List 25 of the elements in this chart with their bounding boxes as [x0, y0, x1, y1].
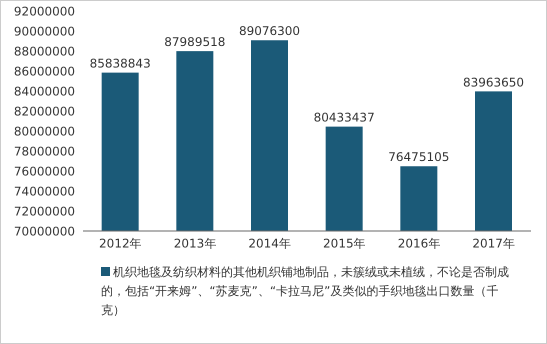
y-tick-label: 74000000 [14, 184, 75, 198]
legend-label: 机织地毯及纺织材料的其他机织铺地制品，未簇绒或未植绒，不论是否制成的，包括“开来姆”、“苏麦克”、“卡拉马尼”及类似的手织地毯出口数量（千克） [101, 264, 510, 319]
x-tick-label: 2014年 [248, 236, 291, 251]
y-tick-label: 90000000 [14, 24, 75, 38]
y-tick-label: 78000000 [14, 144, 75, 158]
y-tick-label: 76000000 [14, 164, 75, 178]
x-tick-label: 2012年 [99, 236, 142, 251]
data-label: 85838843 [90, 56, 151, 71]
data-label: 80433437 [314, 110, 375, 125]
y-tick-label: 86000000 [14, 64, 75, 78]
x-tick-label: 2016年 [398, 236, 440, 251]
y-tick-label: 92000000 [14, 4, 75, 18]
y-tick-label: 82000000 [14, 104, 75, 118]
y-tick-label: 88000000 [14, 44, 75, 58]
data-label: 83963650 [462, 75, 524, 90]
data-label: 89076300 [238, 24, 300, 38]
data-label: 87989518 [164, 35, 226, 50]
y-tick-label: 84000000 [14, 84, 75, 98]
y-tick-label: 80000000 [14, 124, 75, 138]
x-tick-label: 2013年 [174, 236, 216, 251]
x-tick-label: 2015年 [323, 236, 366, 251]
data-label: 76475105 [388, 150, 450, 164]
y-tick-label: 70000000 [14, 224, 75, 238]
y-tick-label: 72000000 [14, 204, 75, 218]
x-tick-label: 2017年 [472, 236, 515, 251]
